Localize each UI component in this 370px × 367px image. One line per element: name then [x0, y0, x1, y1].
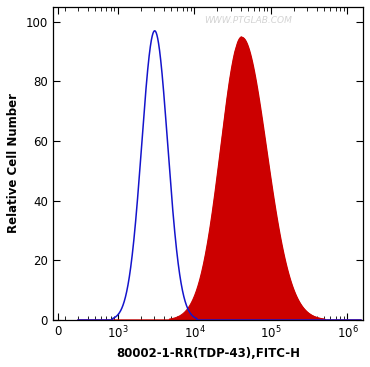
Y-axis label: Relative Cell Number: Relative Cell Number — [7, 94, 20, 233]
X-axis label: 80002-1-RR(TDP-43),FITC-H: 80002-1-RR(TDP-43),FITC-H — [116, 347, 300, 360]
Text: WWW.PTGLAB.COM: WWW.PTGLAB.COM — [204, 17, 292, 25]
